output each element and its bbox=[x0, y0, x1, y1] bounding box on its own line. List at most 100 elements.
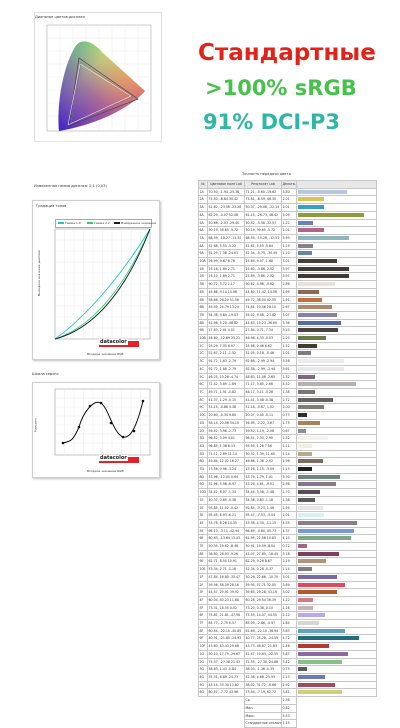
table-row: 6F 75.81, 21.81 -47.56 75.55, 14.07, 44.55… bbox=[198, 611, 377, 621]
row-color-swatch bbox=[297, 651, 348, 656]
row-index: 8D bbox=[198, 472, 208, 482]
row-delta-bar-cell bbox=[296, 680, 377, 690]
row-index: 3E bbox=[198, 511, 208, 520]
row-result-lab: 55.02, 9.48, -21.82 bbox=[244, 310, 282, 320]
summary-tail bbox=[297, 720, 377, 728]
row-patch-lab: 53.96, -12.00 0.64 bbox=[207, 472, 245, 482]
row-delta-e: 3.18 bbox=[281, 549, 297, 559]
row-index: 6A bbox=[198, 226, 208, 235]
headline-dcip3: 91% DCI-P3 bbox=[203, 110, 340, 134]
row-delta-e: 2.32 bbox=[281, 434, 297, 443]
accuracy-header-row: № Цветовое поле Lab Результат Lab Дельта… bbox=[198, 180, 377, 189]
row-patch-lab: 26.99, 9.87 6.76 bbox=[207, 257, 245, 266]
row-result-lab: 52.34, 0.28 -0.37 bbox=[244, 565, 282, 574]
row-result-lab: 56.95, -2.22, 3.67 bbox=[244, 418, 282, 428]
row-delta-e: 4.37 bbox=[281, 526, 297, 536]
row-color-swatch bbox=[297, 628, 345, 633]
row-delta-e: 3.97 bbox=[281, 264, 297, 274]
row-result-lab: 60.28, 29.54 36.39 bbox=[244, 595, 282, 605]
summary-tail bbox=[297, 712, 377, 720]
table-row: 10F 43.60, 43.43 29.68 43.73, 48.87, 21.63… bbox=[198, 642, 377, 651]
row-result-lab: 52.47, 19.63, -22.55 bbox=[244, 649, 282, 659]
row-index: 3C bbox=[198, 357, 208, 366]
row-index: 2G bbox=[198, 657, 208, 667]
row-index: 9A bbox=[198, 249, 208, 259]
row-index: 3D bbox=[198, 434, 208, 443]
row-delta-e: 1.15 bbox=[281, 465, 297, 474]
row-delta-bar-cell bbox=[296, 549, 377, 559]
row-index: 9B bbox=[198, 326, 208, 336]
row-index: 4B bbox=[198, 287, 208, 297]
row-color-swatch bbox=[297, 289, 320, 294]
row-delta-bar-cell bbox=[296, 611, 377, 621]
row-result-lab: 44.80, 11.42, 14.56 bbox=[244, 287, 282, 297]
row-color-swatch bbox=[297, 682, 336, 687]
row-index: 2D bbox=[198, 426, 208, 436]
table-row: 6D 49.84, 12.02 16.27 46.86, 1.38 -2.02 1.9… bbox=[198, 457, 377, 466]
table-row: 7B 54.38, 9.84 -19.03 55.02, 9.48, -21.82 3… bbox=[198, 310, 377, 320]
row-delta-bar-cell bbox=[296, 218, 377, 228]
legend-item-22: Гамма 2.2 bbox=[94, 221, 110, 225]
row-index: 7A bbox=[198, 233, 208, 243]
row-patch-lab: 43.60, 43.43 29.68 bbox=[207, 642, 245, 651]
row-patch-lab: 45.57, 29.91 39.92 bbox=[207, 588, 245, 597]
tone-brand: datacolor bbox=[99, 339, 128, 345]
row-index: 8C bbox=[198, 395, 208, 405]
row-result-lab: 92.68, -2.99 -2.94 bbox=[244, 357, 282, 366]
row-index: 1D bbox=[198, 418, 208, 428]
table-row: 7E 50.35, 19.62 -8.48 50.91, 19.59 -8.04 0.… bbox=[198, 542, 377, 551]
row-patch-lab: 92.72, 1.88 -2.79 bbox=[207, 364, 245, 374]
row-result-lab: 71.17, 3.85, 2.66 bbox=[244, 380, 282, 389]
row-delta-e: 3.01 bbox=[281, 257, 297, 266]
row-result-lab: 71.21, -5.60 -19.62 bbox=[244, 187, 282, 197]
row-delta-bar-cell bbox=[296, 472, 377, 482]
table-row: 4G 55.31, 6.89 -24.73 52.38, 4.68 -25.93 2.… bbox=[198, 673, 377, 682]
table-row: 1F 47.84, 16.80 -33.47 50.26, 22.66, -10.7… bbox=[198, 572, 377, 582]
row-delta-e: 3.97 bbox=[281, 272, 297, 282]
tone-title: Градация тонов bbox=[36, 204, 67, 208]
row-delta-e: 3.80 bbox=[281, 187, 297, 197]
row-delta-e: 2.01 bbox=[281, 511, 297, 520]
row-delta-bar-cell bbox=[296, 210, 377, 220]
row-delta-bar-cell bbox=[296, 411, 377, 420]
row-color-swatch bbox=[297, 312, 338, 317]
row-index: 4D bbox=[198, 441, 208, 451]
table-row: 4E 53.78, 8.26 14.35 53.38, 4.34, -11.15 4.… bbox=[198, 518, 377, 528]
row-result-lab: 52.05, 0.18, -0.46 bbox=[244, 349, 282, 359]
row-delta-bar-cell bbox=[296, 233, 377, 243]
table-row: 2A 75.50, -6.84 30.42 75.81, -8.59, 46.30 2… bbox=[198, 195, 377, 205]
row-result-lab: 25.60, -3.86, 2.52 bbox=[244, 264, 282, 274]
row-color-swatch bbox=[297, 459, 323, 464]
row-delta-bar-cell bbox=[296, 688, 377, 698]
row-delta-bar-cell bbox=[296, 626, 377, 636]
row-delta-e: 4.55 bbox=[281, 518, 297, 528]
row-index: 6G bbox=[198, 688, 208, 698]
row-patch-lab: 45.86, 9.14 14.96 bbox=[207, 287, 245, 297]
row-delta-bar-cell bbox=[296, 665, 377, 674]
row-color-swatch bbox=[297, 636, 359, 641]
legend-swatch-18 bbox=[58, 222, 64, 224]
row-delta-e: 3.69 bbox=[281, 580, 297, 590]
row-delta-bar-cell bbox=[296, 187, 377, 197]
table-row: 6C 72.42, 3.89 -1.89 71.17, 3.85, 2.66 4.52 bbox=[198, 380, 377, 389]
gray-panel: Кельвин datacolor Входное значение RGB bbox=[32, 382, 160, 478]
row-result-lab: 75.55, 14.07, 44.55 bbox=[244, 611, 282, 621]
row-index: 3B bbox=[198, 280, 208, 289]
row-result-lab: 68.55, -10.28, -12.51 bbox=[244, 233, 282, 243]
table-row: 1C 25.29, 7.35 8.97 25.98, 0.46 6.62 1.52 bbox=[198, 341, 377, 351]
row-color-swatch bbox=[297, 382, 357, 387]
row-color-swatch bbox=[297, 659, 342, 664]
summary-row: Макс. 5.53 bbox=[199, 711, 377, 721]
row-patch-lab: 59.52, 3.98 -2.73 bbox=[207, 426, 245, 436]
row-color-swatch bbox=[297, 505, 323, 510]
row-result-lab: 38.02, 31.72, -0.66 bbox=[244, 680, 282, 690]
row-patch-lab: 72.42, 3.89 -1.89 bbox=[207, 380, 245, 389]
row-color-swatch bbox=[297, 551, 339, 556]
row-delta-bar-cell bbox=[296, 303, 377, 312]
row-color-swatch bbox=[297, 420, 321, 425]
row-delta-bar-cell bbox=[296, 526, 377, 536]
legend-swatch-measured bbox=[114, 222, 120, 224]
table-row: 7A 68.49, -10.27 -11.32 68.55, -10.28, -12… bbox=[198, 233, 377, 243]
row-delta-e: 2.01 bbox=[281, 195, 297, 205]
row-result-lab: 50.37, -20.08, -22.14 bbox=[244, 203, 282, 212]
